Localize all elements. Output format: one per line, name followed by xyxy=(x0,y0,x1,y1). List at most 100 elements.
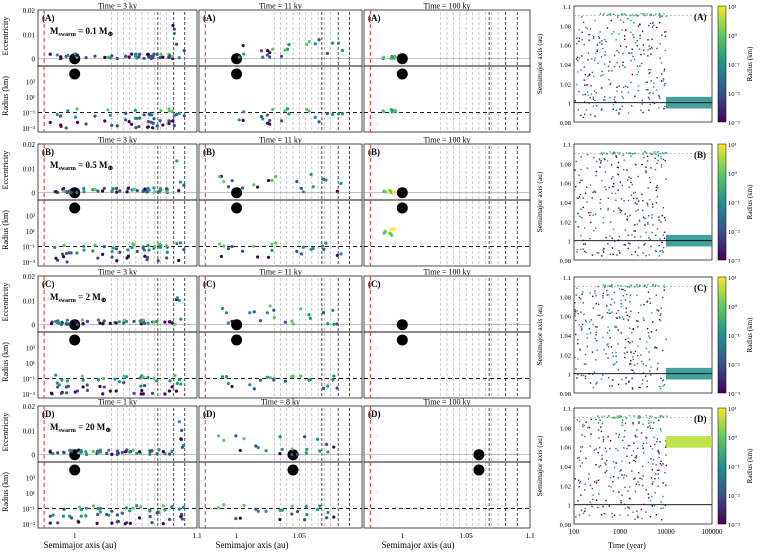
semimajor-scatter-point xyxy=(577,342,579,345)
semimajor-scatter-point xyxy=(639,338,641,340)
semimajor-scatter-point xyxy=(646,81,648,83)
semimajor-scatter-point xyxy=(590,221,592,224)
radius-scatter-point xyxy=(216,506,221,510)
semimajor-scatter-point xyxy=(620,198,623,200)
panel-time-title: Time = 100 ky xyxy=(423,268,470,277)
radius-scatter-point xyxy=(230,384,234,389)
semimajor-scatter-point xyxy=(618,207,620,209)
semimajor-scatter-point xyxy=(592,96,595,98)
semimajor-scatter-point xyxy=(632,328,634,330)
panel-label: (D) xyxy=(42,409,55,419)
ecc-scatter-point xyxy=(91,449,96,453)
semimajor-scatter-point xyxy=(636,429,638,431)
ecc-scatter-point xyxy=(80,318,84,322)
semimajor-scatter-point xyxy=(663,70,665,72)
semimajor-scatter-point xyxy=(595,331,598,333)
radius-scatter-point xyxy=(75,107,79,111)
semimajor-scatter-point xyxy=(638,219,641,221)
semimajor-scatter-point xyxy=(618,112,620,114)
outer-band-point xyxy=(601,153,604,155)
semimajor-scatter-point xyxy=(620,210,623,212)
radius-scatter-point xyxy=(48,514,52,518)
outer-band-point xyxy=(661,152,664,154)
semimajor-scatter-point xyxy=(598,466,600,468)
ecc-scatter-point xyxy=(54,189,58,194)
radius-scatter-point xyxy=(96,506,100,511)
outer-band-point xyxy=(617,415,619,418)
semimajor-scatter-point xyxy=(582,512,585,514)
radius-scatter-point xyxy=(305,107,309,112)
colorbar-tick-label: 10⁻³ xyxy=(728,391,740,398)
semimajor-scatter-point xyxy=(628,462,631,464)
radius-scatter-point xyxy=(96,256,100,260)
semimajor-scatter-point xyxy=(613,182,615,185)
ecc-scatter-point xyxy=(152,320,156,324)
semimajor-scatter-point xyxy=(610,82,612,85)
semimajor-scatter-point xyxy=(634,434,637,437)
semimajor-scatter-point xyxy=(632,388,634,390)
radius-scatter-point xyxy=(151,126,155,130)
semimajor-scatter-point xyxy=(609,312,612,315)
ecc-scatter-point xyxy=(290,453,294,457)
semimajor-scatter-point xyxy=(626,447,628,450)
semimajor-scatter-point xyxy=(579,450,582,452)
semimajor-scatter-point xyxy=(645,231,647,234)
semimajor-scatter-point xyxy=(635,455,638,457)
outer-band-point xyxy=(609,151,611,153)
ecc-tick-label: 0.02 xyxy=(23,273,36,281)
semimajor-scatter-point xyxy=(638,386,640,389)
semimajor-scatter-point xyxy=(636,320,638,322)
colorbar-tick-label: 10⁻³ xyxy=(728,120,740,127)
semimajor-scatter-point xyxy=(607,346,610,348)
semimajor-scatter-point xyxy=(613,31,615,33)
semimajor-scatter-point xyxy=(615,199,617,202)
semimajor-scatter-point xyxy=(575,294,577,296)
radius-scatter-point xyxy=(161,123,165,127)
semimajor-scatter-point xyxy=(580,114,582,117)
radius-frame xyxy=(37,65,198,133)
radius-axis-label: Radius (km) xyxy=(1,210,10,250)
radius-scatter-point xyxy=(248,383,252,387)
semimajor-scatter-point xyxy=(624,356,626,359)
semimajor-scatter-point xyxy=(592,386,595,389)
semimajor-scatter-point xyxy=(662,385,664,387)
semimajor-scatter-point xyxy=(635,483,638,485)
semimajor-scatter-point xyxy=(650,477,653,479)
semimajor-scatter-point xyxy=(651,469,654,471)
semimajor-scatter-point xyxy=(595,448,597,450)
semimajor-scatter-point xyxy=(637,85,640,87)
semimajor-scatter-point xyxy=(610,486,612,488)
semimajor-scatter-point xyxy=(613,514,616,517)
ecc-scatter-point xyxy=(182,183,186,187)
ecc-scatter-point xyxy=(178,180,182,184)
semimajor-scatter-point xyxy=(639,477,641,480)
semimajor-scatter-point xyxy=(662,78,665,80)
radius-scatter-point xyxy=(59,391,63,396)
semimajor-scatter-point xyxy=(636,363,639,365)
ecc-scatter-point xyxy=(98,321,102,325)
ecc-scatter-point xyxy=(142,56,146,61)
semimajor-scatter-point xyxy=(621,494,623,496)
radius-scatter-point xyxy=(48,120,52,125)
semimajor-scatter-point xyxy=(642,216,645,219)
radius-scatter-point xyxy=(101,252,105,256)
semimajor-scatter-point xyxy=(622,168,625,171)
outer-band-point xyxy=(651,415,654,418)
outer-band-point xyxy=(621,13,624,15)
semimajor-scatter-point xyxy=(632,36,635,39)
ecc-scatter-point xyxy=(93,188,97,192)
semimajor-scatter-point xyxy=(644,375,647,377)
semimajor-scatter-point xyxy=(642,423,644,426)
radius-scatter-point xyxy=(278,508,282,512)
semimajor-scatter-point xyxy=(602,297,604,299)
radius-tick-label: 10⁻³ xyxy=(22,259,35,267)
semimajor-scatter-point xyxy=(623,35,626,37)
planet-marker xyxy=(69,464,81,476)
semimajor-scatter-point xyxy=(631,183,634,186)
radius-scatter-point xyxy=(132,243,136,247)
semimajor-scatter-point xyxy=(639,23,641,25)
radius-scatter-point xyxy=(170,119,175,123)
semimajor-scatter-point xyxy=(628,242,630,244)
semimajor-scatter-point xyxy=(643,452,645,454)
semimajor-scatter-point xyxy=(586,337,588,339)
